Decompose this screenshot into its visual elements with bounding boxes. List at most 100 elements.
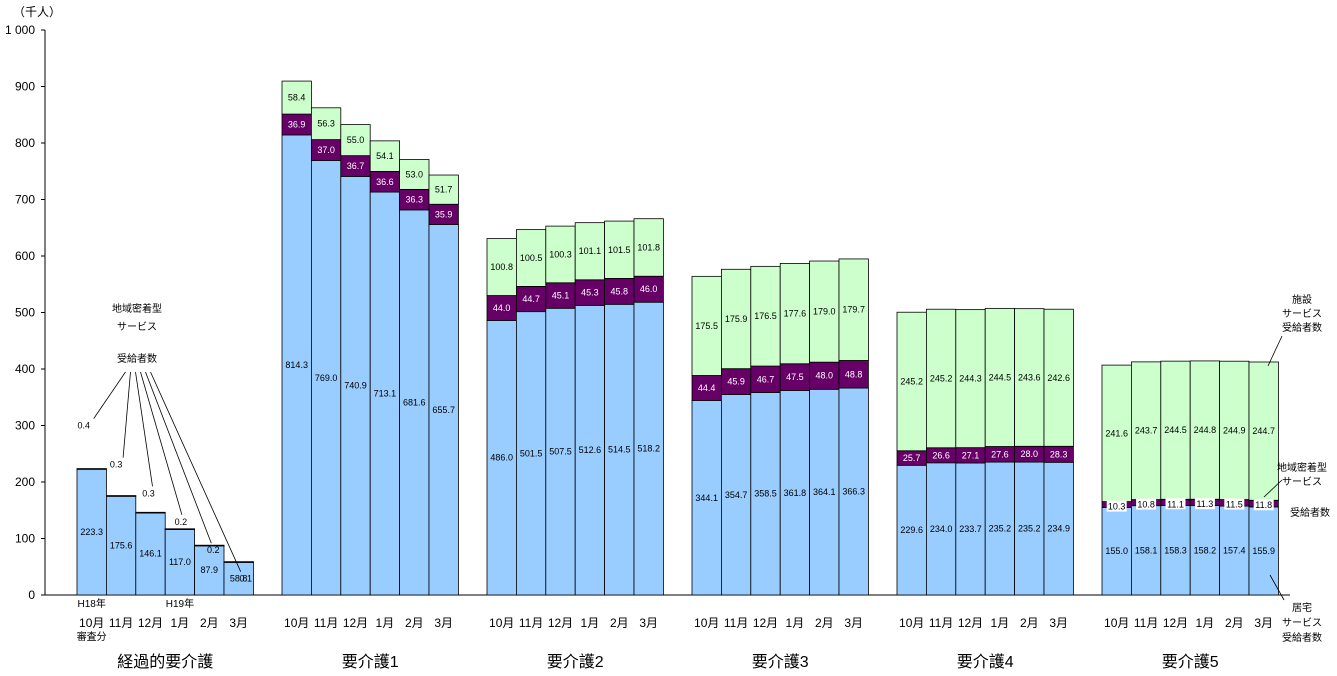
month-label: 10月: [899, 616, 924, 630]
month-label: 12月: [958, 616, 983, 630]
bar-facility-segment: [369, 140, 401, 172]
community-leader-line: [1263, 479, 1283, 498]
community-right-line: サービス: [1282, 476, 1322, 488]
home-value-label: 87.9: [201, 565, 219, 575]
facility-value-label: 244.8: [1194, 425, 1217, 435]
home-value-label: 234.9: [1047, 524, 1070, 534]
community-value-label: 0.4: [77, 421, 90, 431]
community-label-bg: [1253, 499, 1274, 511]
annotation-leader-line: [122, 371, 131, 458]
community-value-label: 11.5: [1226, 500, 1243, 510]
bars-layer: [76, 80, 1279, 596]
community-annotation-line: 地域密着型: [112, 302, 162, 315]
month-label: 10月: [284, 616, 309, 630]
home-value-label: 158.3: [1164, 545, 1187, 555]
facility-value-label: 58.4: [288, 93, 306, 103]
community-value-label: 44.7: [522, 294, 540, 304]
month-label: 11月: [314, 616, 338, 630]
community-value-label: 44.0: [493, 303, 511, 313]
bar-home-segment: [984, 461, 1016, 596]
facility-value-label: 244.5: [989, 372, 1012, 382]
community-label-bg: [1224, 498, 1245, 510]
community-value-label: 0.3: [110, 460, 123, 470]
bar-facility-segment: [750, 265, 781, 367]
community-value-label: 28.3: [1050, 449, 1068, 459]
home-value-label: 155.9: [1252, 546, 1275, 556]
bar-community-segment: [76, 468, 107, 470]
y-tick-label: 700: [15, 193, 35, 207]
home-value-label: 175.6: [110, 540, 133, 550]
community-value-label: 11.8: [1255, 500, 1272, 510]
month-label: 1月: [171, 616, 190, 630]
bar-facility-segment: [399, 159, 430, 190]
home-value-label: 235.2: [989, 524, 1012, 534]
home-value-label: 514.5: [608, 445, 631, 455]
y-tick-label: 900: [15, 80, 35, 94]
facility-value-label: 244.7: [1252, 426, 1275, 436]
review-note: 審査分: [77, 630, 107, 643]
community-label-bg: [1136, 498, 1157, 510]
home-value-label: 655.7: [432, 405, 455, 415]
community-value-label: 11.3: [1196, 499, 1213, 509]
facility-value-label: 100.5: [520, 253, 543, 263]
bar-home-segment: [809, 388, 840, 596]
bar-facility-segment: [1248, 361, 1279, 501]
month-label: 3月: [434, 616, 453, 630]
month-label: 2月: [815, 616, 834, 630]
community-right-line: 地域密着型: [1277, 461, 1327, 474]
bar-home-segment: [721, 394, 752, 596]
home-value-label: 364.1: [813, 487, 836, 497]
community-value-label: 48.0: [816, 371, 834, 381]
bar-home-segment: [691, 400, 722, 596]
bar-facility-segment: [486, 238, 517, 296]
facility-value-label: 244.9: [1223, 425, 1246, 435]
bar-community-segment: [604, 278, 635, 305]
bar-facility-segment: [955, 309, 986, 449]
bar-home-segment: [106, 495, 137, 596]
bar-facility-segment: [1219, 360, 1250, 500]
bar-facility-segment: [984, 307, 1016, 447]
bar-home-segment: [1101, 507, 1132, 596]
home-value-label: 518.2: [637, 444, 660, 454]
home-value-label: 512.6: [579, 445, 602, 455]
community-value-label: 11.1: [1167, 499, 1184, 509]
home-value-label: 155.0: [1105, 546, 1128, 556]
bar-facility-segment: [604, 220, 635, 279]
annotation-leader-line: [140, 371, 183, 515]
bar-facility-segment: [310, 107, 342, 141]
community-label-bg: [1165, 498, 1186, 510]
bar-facility-segment: [574, 222, 606, 281]
community-value-label: 36.7: [347, 161, 365, 171]
home-value-label: 234.0: [930, 524, 953, 534]
bar-home-segment: [369, 191, 401, 596]
month-label: 12月: [343, 616, 368, 630]
month-label: 12月: [138, 616, 163, 630]
bar-facility-segment: [1160, 360, 1191, 500]
home-value-label: 769.0: [315, 373, 338, 383]
y-tick-label: 1 000: [5, 23, 35, 37]
y-tick-label: 600: [15, 249, 35, 263]
bar-facility-segment: [428, 174, 459, 205]
bar-facility-segment: [691, 275, 722, 376]
facility-value-label: 244.5: [1164, 425, 1187, 435]
month-label: 1月: [991, 616, 1010, 630]
y-tick-label: 500: [15, 306, 35, 320]
bar-home-segment: [164, 528, 195, 596]
home-value-label: 344.1: [695, 493, 718, 503]
month-label: 11月: [519, 616, 543, 630]
community-annotation-line: 受給者数: [117, 352, 157, 365]
group-label: 要介護4: [957, 653, 1014, 671]
bar-community-segment: [106, 495, 137, 497]
home-value-label: 158.1: [1135, 545, 1158, 555]
bar-community-segment: [750, 365, 781, 393]
home-value-label: 507.5: [549, 447, 572, 457]
home-annotation-line: 居宅: [1292, 601, 1312, 614]
home-annotation-line: 受給者数: [1282, 631, 1322, 644]
month-label: 2月: [1225, 616, 1244, 630]
bar-community-segment: [194, 544, 225, 547]
home-value-label: 740.9: [344, 381, 367, 391]
bar-facility-segment: [809, 260, 840, 363]
y-tick-label: 300: [15, 419, 35, 433]
month-label: 2月: [200, 616, 219, 630]
home-value-label: 229.6: [900, 525, 923, 535]
